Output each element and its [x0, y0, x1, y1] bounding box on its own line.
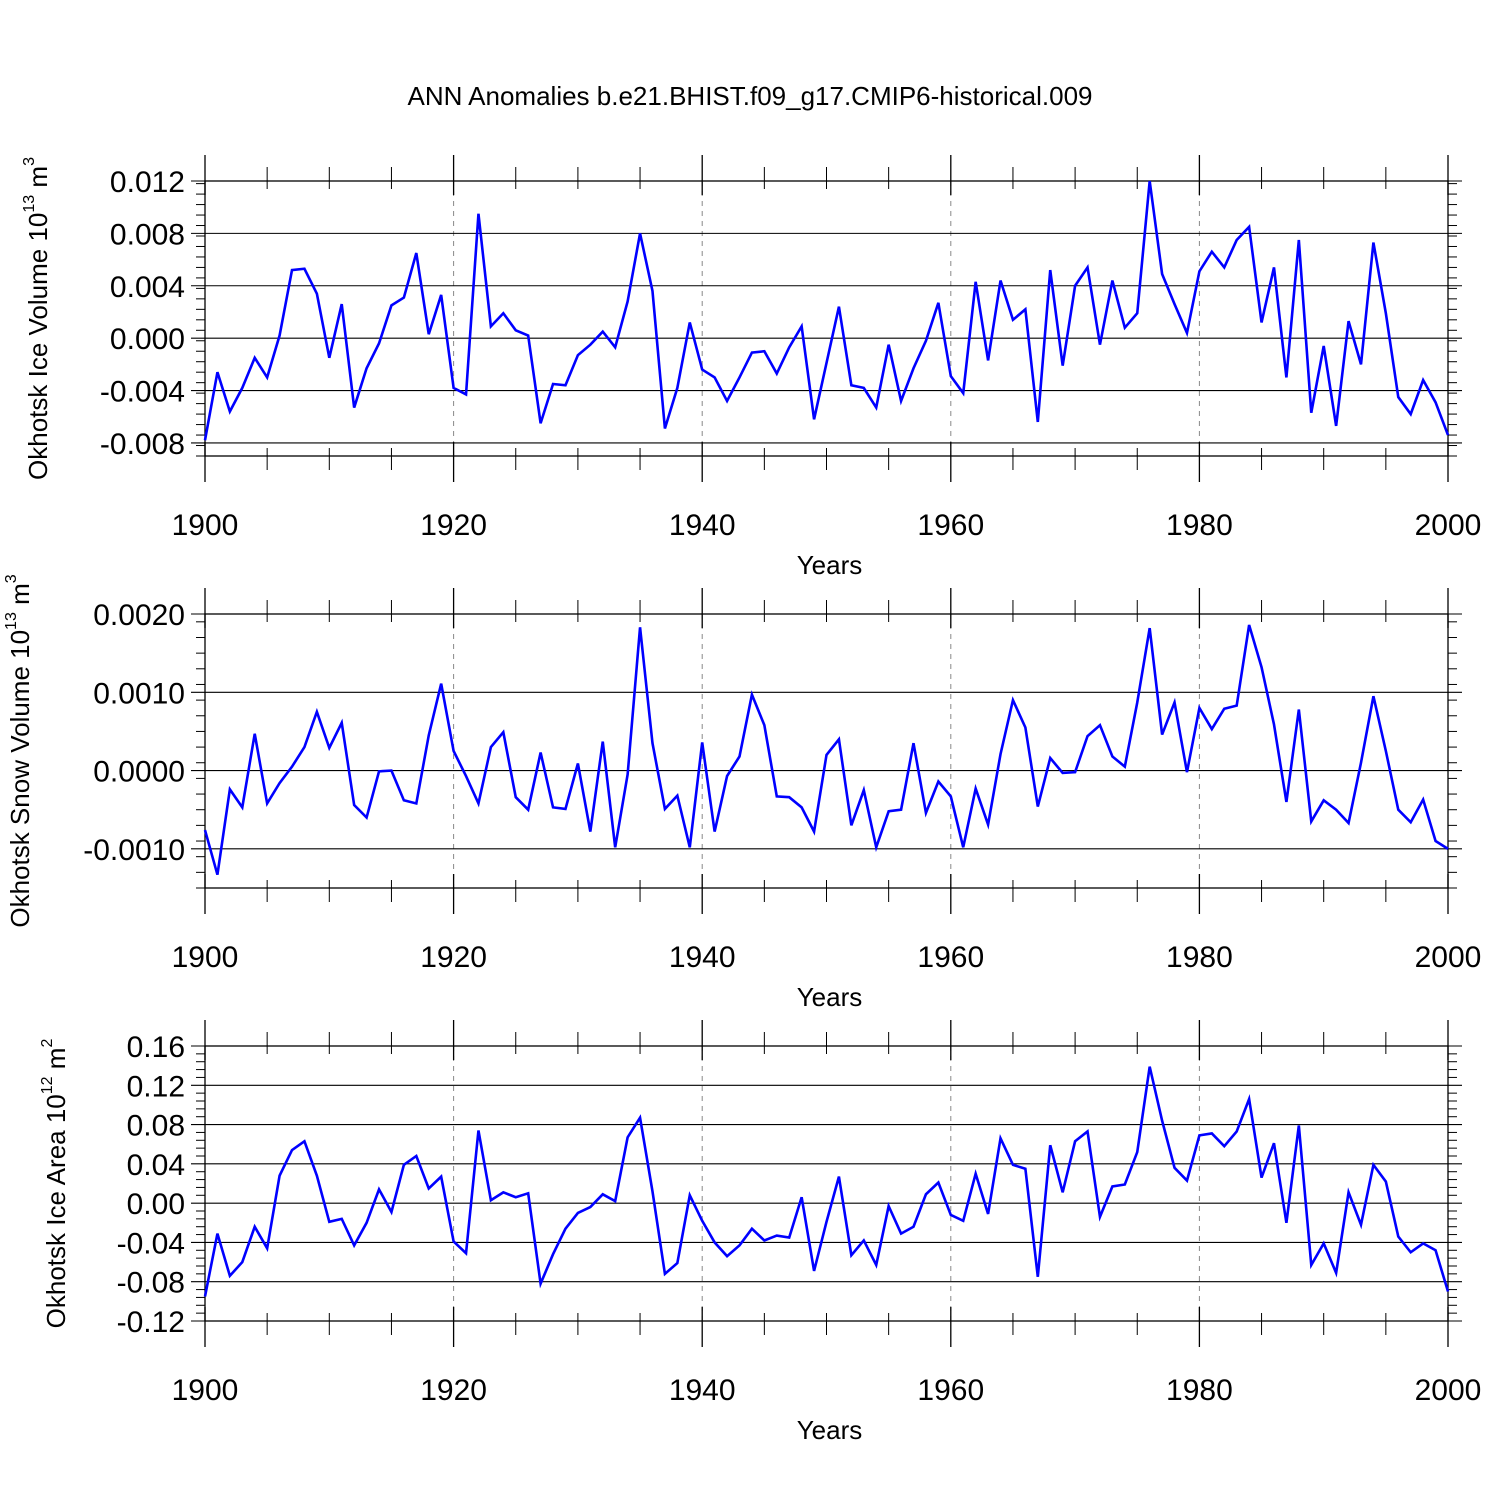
- x-axis-title: Years: [797, 1415, 863, 1445]
- x-tick-label: 1960: [917, 1374, 984, 1407]
- y-tick-label: 0.16: [127, 1031, 185, 1064]
- y-tick-label: -0.12: [117, 1306, 185, 1339]
- x-tick-label: 2000: [1415, 1374, 1482, 1407]
- x-tick-label: 1980: [1166, 941, 1233, 974]
- x-tick-label: 1900: [172, 1374, 239, 1407]
- x-tick-label: 1920: [420, 509, 487, 542]
- y-tick-label: 0.000: [110, 323, 185, 356]
- x-tick-label: 1900: [172, 509, 239, 542]
- x-tick-label: 1980: [1166, 509, 1233, 542]
- x-tick-label: 1940: [669, 941, 736, 974]
- panel-3: -0.12 -0.08 -0.04 0.00 0.04 0.08 0.12 0.16 1900 1…: [39, 1020, 1481, 1445]
- y-tick-label: 0.012: [110, 166, 185, 199]
- x-tick-label: 1960: [917, 509, 984, 542]
- y-tick-label: 0.004: [110, 271, 185, 304]
- plot-frame: [204, 1045, 1449, 1322]
- y-tick-label: -0.008: [100, 428, 185, 461]
- plot-frame: [204, 613, 1449, 889]
- panel-2: -0.0010 0.0000 0.0010 0.0020 1900 1920 1940 196…: [3, 574, 1481, 1012]
- x-tick-label: 1980: [1166, 1374, 1233, 1407]
- chart-panels: -0.008 -0.004 0.000 0.004 0.008 0.012 1900 1920…: [3, 155, 1481, 1445]
- y-tick-label: 0.08: [127, 1110, 185, 1143]
- y-tick-label: 0.12: [127, 1070, 185, 1103]
- chart-title: ANN Anomalies b.e21.BHIST.f09_g17.CMIP6-…: [407, 81, 1092, 111]
- y-tick-label: 0.00: [127, 1188, 185, 1221]
- x-axis-title: Years: [797, 982, 863, 1012]
- y-tick-label: -0.0010: [83, 834, 185, 867]
- y-axis-title: Okhotsk Ice Area 1012 m2: [39, 1039, 71, 1329]
- series-line: [203, 180, 1450, 441]
- y-tick-label: 0.0020: [93, 599, 185, 632]
- x-tick-label: 2000: [1415, 509, 1482, 542]
- y-tick-label: 0.04: [127, 1149, 185, 1182]
- y-tick-label: 0.0010: [93, 677, 185, 710]
- x-tick-label: 2000: [1415, 941, 1482, 974]
- x-tick-label: 1920: [420, 1374, 487, 1407]
- y-axis-title: Okhotsk Ice Volume 1013 m3: [21, 157, 53, 480]
- x-tick-label: 1940: [669, 1374, 736, 1407]
- series-line: [203, 624, 1449, 876]
- y-tick-label: 0.0000: [93, 756, 185, 789]
- y-axis-title: Okhotsk Snow Volume 1013 m3: [3, 574, 35, 927]
- x-tick-label: 1940: [669, 509, 736, 542]
- x-axis-title: Years: [797, 550, 863, 580]
- y-tick-label: -0.08: [117, 1267, 185, 1300]
- panel-1: -0.008 -0.004 0.000 0.004 0.008 0.012 1900 1920…: [21, 155, 1481, 580]
- x-tick-label: 1900: [172, 941, 239, 974]
- y-tick-label: 0.008: [110, 218, 185, 251]
- y-tick-label: -0.04: [117, 1227, 185, 1260]
- x-tick-label: 1960: [917, 941, 984, 974]
- x-tick-label: 1920: [420, 941, 487, 974]
- series-line: [203, 1066, 1450, 1297]
- y-tick-label: -0.004: [100, 376, 185, 409]
